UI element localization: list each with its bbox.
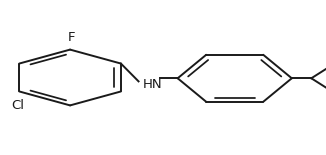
Text: HN: HN bbox=[143, 78, 162, 91]
Text: F: F bbox=[68, 31, 76, 44]
Text: Cl: Cl bbox=[11, 99, 24, 112]
